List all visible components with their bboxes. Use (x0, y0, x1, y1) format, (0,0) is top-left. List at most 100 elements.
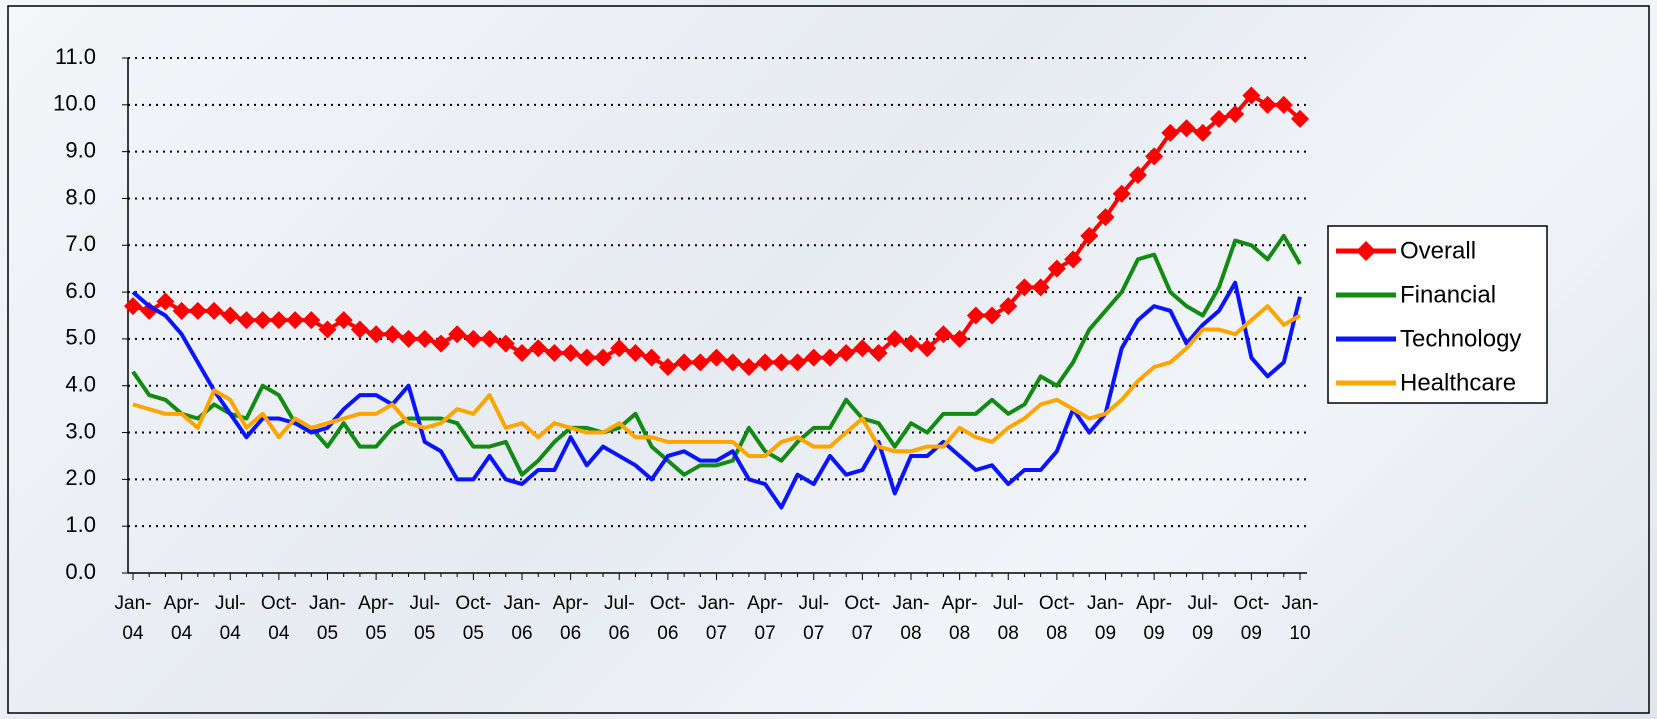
x-tick-label: Apr- 04 (163, 593, 200, 644)
x-tick-label: Jan- 10 (1281, 593, 1319, 644)
data-point (172, 301, 191, 320)
data-point (902, 334, 920, 353)
data-point (577, 348, 596, 367)
data-point (1274, 95, 1293, 114)
x-tick-label: Oct- 06 (649, 593, 686, 644)
data-point (545, 343, 564, 362)
y-tick-label: 11.0 (55, 44, 96, 69)
legend-label: Financial (1400, 281, 1496, 308)
data-point (480, 329, 499, 348)
data-point (1096, 208, 1115, 227)
x-tick-label: Jul- 08 (992, 593, 1024, 644)
x-tick-label: Oct- 09 (1233, 593, 1270, 644)
data-point (642, 348, 661, 367)
data-point (837, 343, 856, 362)
data-point (1177, 119, 1196, 138)
data-point (966, 306, 985, 325)
data-point (739, 358, 758, 376)
data-point (1209, 109, 1228, 128)
data-point (561, 343, 580, 362)
data-point (950, 329, 969, 348)
x-tick-label: Jul- 07 (798, 593, 830, 644)
legend-label: Healthcare (1400, 369, 1516, 396)
y-tick-label: 9.0 (65, 137, 96, 162)
legend-marker (1356, 241, 1376, 261)
data-point (286, 311, 305, 330)
data-point (707, 348, 726, 367)
data-point (513, 343, 531, 362)
data-point (140, 301, 159, 320)
data-point (156, 292, 175, 311)
data-point (658, 358, 677, 376)
data-point (1112, 184, 1131, 203)
x-tick-label: Jul- 09 (1187, 593, 1219, 644)
data-point (350, 320, 369, 339)
chart-border (7, 5, 1650, 714)
data-point (496, 334, 515, 353)
data-point (431, 334, 450, 353)
data-point (869, 343, 888, 362)
data-point (594, 348, 613, 367)
x-tick-label: Oct- 08 (1038, 593, 1075, 644)
data-point (1128, 166, 1147, 185)
data-point (626, 343, 645, 362)
x-tick-label: Jul- 04 (214, 593, 246, 644)
data-point (302, 311, 321, 330)
series-line (132, 93, 1302, 369)
x-tick-label: Jul- 06 (603, 593, 635, 644)
x-tick-label: Apr- 08 (941, 593, 978, 644)
x-tick-label: Jan- 08 (892, 593, 930, 644)
data-point (529, 339, 548, 358)
data-point (1064, 250, 1083, 269)
y-tick-label: 2.0 (65, 465, 96, 490)
data-point (691, 353, 710, 372)
data-point (885, 329, 904, 348)
data-point (318, 320, 337, 339)
x-tick-label: Apr- 05 (358, 593, 395, 644)
data-point (205, 301, 224, 320)
x-tick-label: Apr- 07 (747, 593, 784, 644)
data-point (804, 348, 823, 367)
legend-label: Overall (1400, 237, 1476, 264)
data-point (1047, 259, 1066, 278)
data-point (1291, 109, 1309, 128)
x-tick-label: Jan- 04 (114, 593, 152, 644)
data-point (934, 325, 953, 344)
data-point (1031, 278, 1050, 297)
y-tick-label: 3.0 (65, 418, 96, 443)
data-point (1015, 278, 1034, 297)
data-point (334, 311, 353, 330)
x-tick-label: Jan- 09 (1087, 593, 1124, 644)
series-line (131, 233, 1302, 477)
data-point (253, 311, 272, 330)
data-point (853, 339, 872, 358)
data-point (383, 325, 402, 344)
data-point (756, 353, 775, 372)
data-point (820, 348, 839, 367)
data-point (788, 353, 807, 372)
y-tick-label: 8.0 (65, 184, 96, 209)
data-point (723, 353, 742, 372)
series-line (132, 304, 1302, 458)
y-tick-label: 4.0 (65, 372, 96, 397)
x-tick-label: Oct- 07 (844, 593, 881, 644)
data-point (464, 329, 483, 348)
data-point (367, 325, 386, 344)
y-tick-label: 5.0 (65, 325, 96, 350)
x-tick-label: Oct- 05 (455, 593, 492, 644)
y-tick-label: 6.0 (65, 278, 96, 303)
x-tick-label: Jul- 05 (409, 593, 441, 644)
data-point (448, 325, 467, 344)
data-point (918, 339, 937, 358)
data-point (188, 301, 207, 320)
data-point (999, 297, 1018, 316)
data-point (1080, 226, 1099, 245)
legend-label: Technology (1400, 325, 1521, 352)
data-point (610, 339, 629, 358)
x-tick-label: Apr- 06 (552, 593, 589, 644)
y-tick-label: 0.0 (65, 559, 96, 584)
data-point (269, 311, 288, 330)
y-tick-label: 10.0 (53, 91, 96, 116)
data-point (983, 306, 1002, 325)
